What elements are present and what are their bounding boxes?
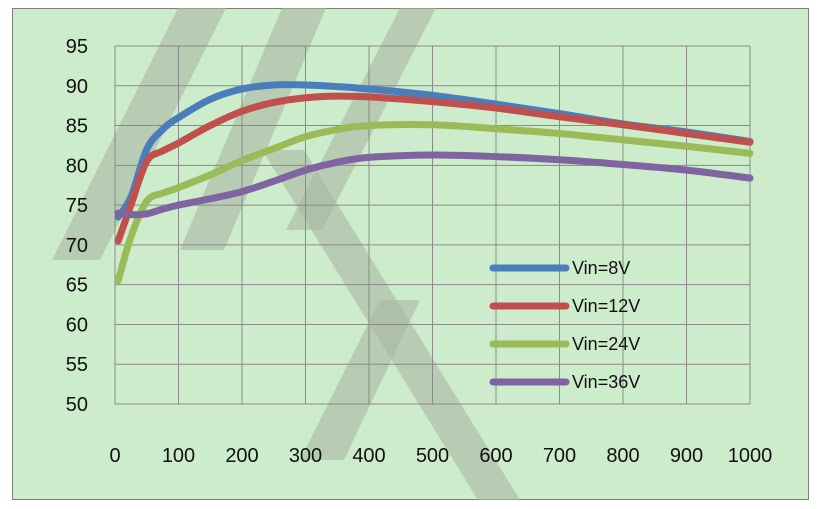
y-tick-label: 60 — [66, 314, 88, 336]
y-tick-label: 75 — [66, 195, 88, 217]
y-tick-label: 65 — [66, 275, 88, 297]
x-tick-label: 900 — [670, 445, 703, 467]
x-tick-label: 600 — [479, 445, 512, 467]
y-tick-label: 85 — [66, 116, 88, 138]
x-tick-label: 500 — [416, 445, 449, 467]
y-axis-ticks: 50 55 60 65 70 75 80 85 90 95 — [66, 36, 88, 416]
y-tick-label: 90 — [66, 76, 88, 98]
x-tick-label: 800 — [606, 445, 639, 467]
series-lines — [114, 81, 754, 285]
x-tick-label: 1000 — [728, 445, 773, 467]
series-line-1 — [114, 92, 754, 245]
x-tick-label: 100 — [162, 445, 195, 467]
watermark-logo — [52, 8, 520, 500]
x-tick-label: 700 — [543, 445, 576, 467]
watermark-stroke-1 — [180, 8, 326, 250]
watermark-stroke-0 — [52, 8, 226, 260]
y-tick-label: 55 — [66, 354, 88, 376]
watermark-stroke-3 — [286, 8, 436, 230]
legend-label-1: Vin=12V — [572, 296, 640, 316]
series-line-2 — [114, 121, 754, 285]
y-tick-label: 80 — [66, 155, 88, 177]
legend-label-2: Vin=24V — [572, 334, 640, 354]
x-tick-label: 200 — [225, 445, 258, 467]
legend: Vin=8V Vin=12V Vin=24V Vin=36V — [489, 258, 640, 392]
gridlines — [114, 45, 751, 405]
series-line-3 — [114, 151, 754, 219]
x-axis-ticks: 0 100 200 300 400 500 600 700 800 900 1000 — [109, 445, 772, 467]
y-tick-label: 95 — [66, 36, 88, 58]
x-tick-label: 400 — [352, 445, 385, 467]
y-tick-label: 50 — [66, 394, 88, 416]
x-tick-label: 300 — [289, 445, 322, 467]
legend-label-3: Vin=36V — [572, 372, 640, 392]
legend-label-0: Vin=8V — [572, 258, 630, 278]
watermark-stroke-4 — [300, 300, 420, 460]
y-tick-label: 70 — [66, 235, 88, 257]
x-tick-label: 0 — [109, 445, 120, 467]
